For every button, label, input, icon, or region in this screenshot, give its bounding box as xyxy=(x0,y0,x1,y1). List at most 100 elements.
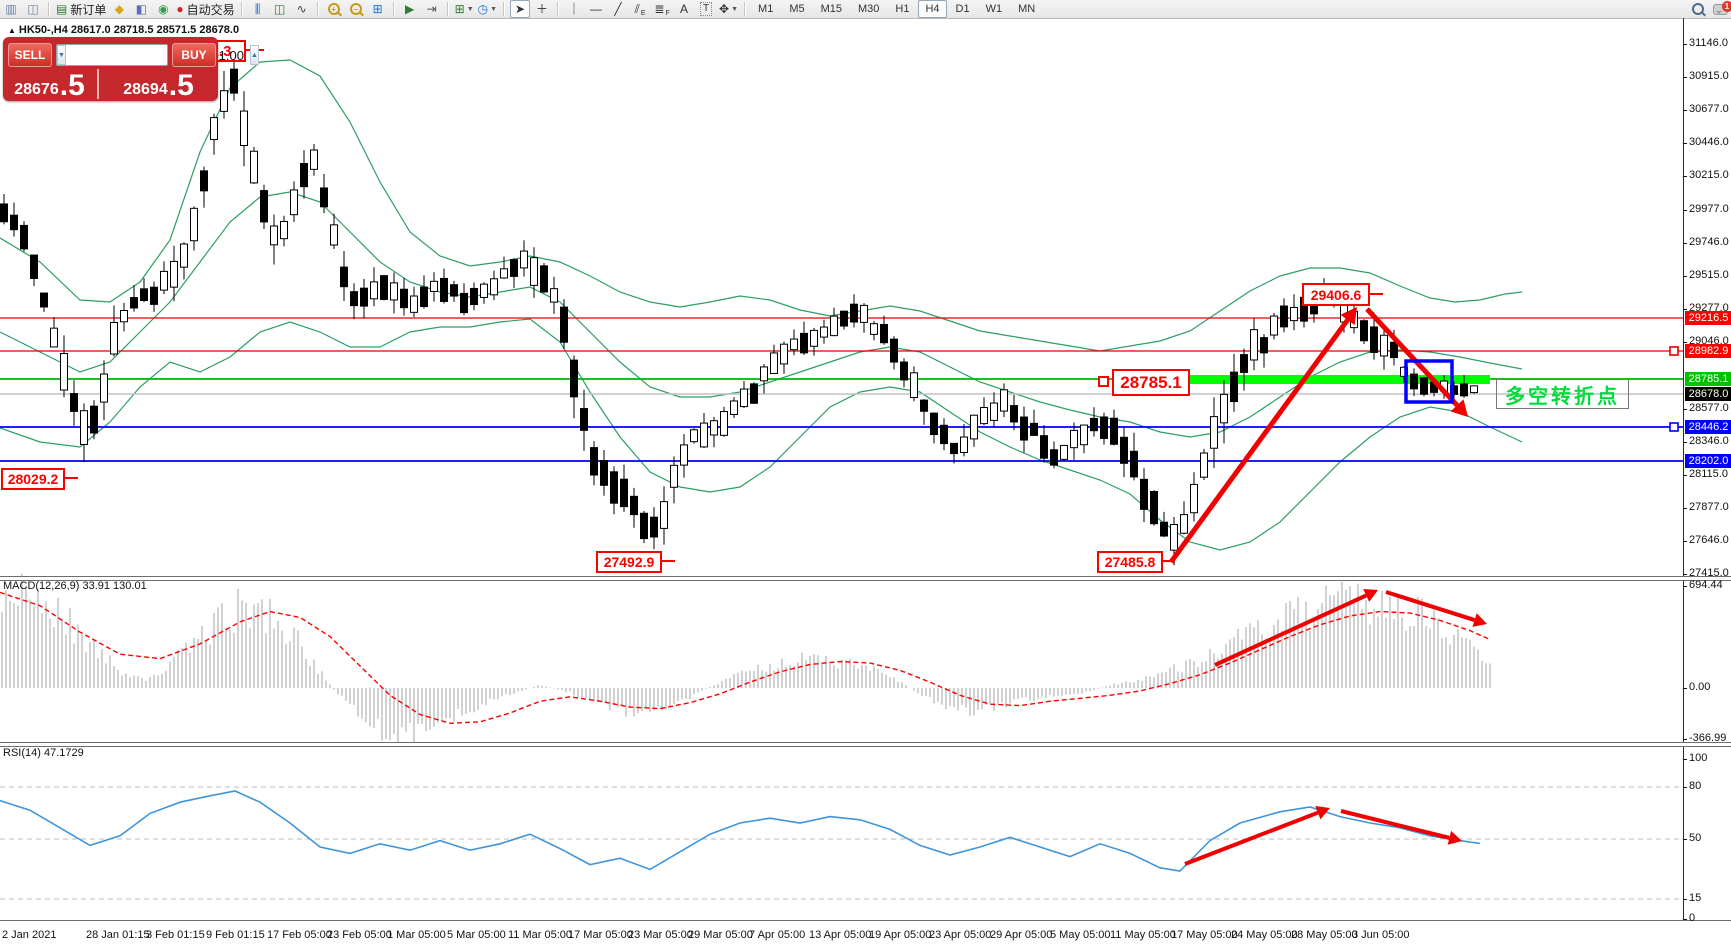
axis-tick-label: 28577.0 xyxy=(1689,402,1729,414)
timeframe-button-m15[interactable]: M15 xyxy=(820,3,843,15)
timeframe-button-h1[interactable]: H1 xyxy=(895,3,910,15)
axis-tick-label: 29746.0 xyxy=(1689,236,1729,248)
toolbar-separator xyxy=(240,2,243,16)
axis-tick-mark xyxy=(1683,787,1687,788)
axis-tick-label: 30215.0 xyxy=(1689,169,1729,181)
price-callout-label[interactable]: 27492.9 xyxy=(596,551,662,573)
axis-tick-label: 30677.0 xyxy=(1689,103,1729,115)
date-axis-label: 23 Apr 05:00 xyxy=(929,929,992,941)
callout-connector xyxy=(660,560,675,562)
volume-increase-button[interactable]: ▲ xyxy=(249,45,259,65)
axis-tick-label: -366.99 xyxy=(1689,732,1727,744)
date-axis-label: 24 May 05:00 xyxy=(1231,929,1298,941)
new-chart-icon[interactable]: ⊞ ▼ xyxy=(454,2,474,16)
arrows-icon[interactable]: ✥ ▼ xyxy=(719,2,739,16)
timeframe-button-m5[interactable]: M5 xyxy=(789,3,805,15)
date-axis-label: 23 Mar 05:00 xyxy=(628,929,693,941)
axis-tick-label: 31146.0 xyxy=(1689,37,1728,49)
auto-trading-icon[interactable]: ● 自动交易 xyxy=(176,2,235,17)
crosshair-icon[interactable]: ＋ xyxy=(536,2,549,16)
sell-price-pips: .5 xyxy=(59,69,85,102)
axis-tick-label: 28115.0 xyxy=(1689,468,1728,480)
date-axis-label: 29 Apr 05:00 xyxy=(990,929,1053,941)
date-axis-label: 17 Mar 05:00 xyxy=(568,929,633,941)
chart-shift-icon[interactable]: ⇥ xyxy=(426,2,437,16)
timeframe-button-m1[interactable]: M1 xyxy=(758,3,774,15)
toolbar-separator xyxy=(446,2,449,16)
price-divider xyxy=(97,69,99,99)
collapse-triangle-icon[interactable]: ▲ xyxy=(8,26,16,35)
candlestick-chart-icon[interactable]: ◫ xyxy=(273,2,286,16)
chart-window-icon[interactable]: ▥ xyxy=(5,2,17,16)
text-label-icon[interactable]: T xyxy=(696,0,716,18)
profiles-icon[interactable]: ◷ ▼ xyxy=(477,2,498,16)
timeframe-button-w1[interactable]: W1 xyxy=(985,3,1003,15)
price-badge: 28785.1 xyxy=(1685,372,1731,386)
zoom-out-icon[interactable]: − xyxy=(346,0,366,18)
axis-tick-mark xyxy=(1683,210,1687,211)
timeframe-button-h4[interactable]: H4 xyxy=(918,0,947,18)
equidistant-channel-icon[interactable]: ⫽ E xyxy=(634,2,646,17)
date-axis-label: 28 Jan 01:15 xyxy=(86,929,150,941)
volume-input[interactable] xyxy=(65,45,250,65)
axis-tick-label: 29977.0 xyxy=(1689,203,1729,215)
text-icon[interactable]: A xyxy=(680,2,689,16)
date-axis-label: 28 May 05:00 xyxy=(1291,929,1358,941)
axis-tick-label: 28346.0 xyxy=(1689,435,1729,447)
pane-divider-macd-rsi[interactable] xyxy=(0,742,1731,747)
axis-tick-mark xyxy=(1683,541,1687,542)
history-center-icon[interactable]: ◧ xyxy=(135,2,148,16)
signals-icon[interactable]: ◉ xyxy=(158,2,169,16)
main-toolbar: ▥ ◫ ▤ 新订单 ◆ ◧ ◉ ● 自动交易 ⫼ ◫ ∿ + − ⊞ ▶ ⇥ ⊞ ▼ ◷ ▼ ➤ ＋ ｜ — ╱ ⫽ E ≣ F A T ✥ ▼ M… xyxy=(0,0,1731,19)
cursor-icon[interactable]: ➤ xyxy=(510,0,531,18)
price-callout-label[interactable]: 27485.8 xyxy=(1097,551,1163,573)
vertical-line-icon[interactable]: ｜ xyxy=(568,2,581,16)
gold-tool-icon[interactable]: ◆ xyxy=(114,2,124,16)
volume-decrease-button[interactable]: ▼ xyxy=(57,45,66,65)
sell-button[interactable]: SELL xyxy=(8,43,52,67)
buy-button[interactable]: BUY xyxy=(172,43,216,67)
rsi-indicator-label: RSI(14) 47.1729 xyxy=(3,747,84,759)
auto-scroll-icon[interactable]: ▶ xyxy=(405,2,415,16)
price-callout-label[interactable]: 28029.2 xyxy=(1,468,65,490)
axis-tick-label: 27646.0 xyxy=(1689,534,1729,546)
toolbar-separator xyxy=(744,2,747,16)
fibonacci-icon[interactable]: ≣ F xyxy=(654,2,670,17)
zoom-in-icon[interactable]: + xyxy=(324,0,344,18)
new-order-icon[interactable]: ▤ 新订单 xyxy=(56,2,107,17)
toolbar-separator xyxy=(503,2,506,16)
turning-point-annotation[interactable]: 多空转折点 xyxy=(1496,379,1629,409)
trendline-icon[interactable]: ╱ xyxy=(614,2,622,16)
date-axis-label: 7 Apr 05:00 xyxy=(749,929,806,941)
axis-tick-mark xyxy=(1683,688,1687,689)
date-axis-label: 1 Mar 05:00 xyxy=(387,929,446,941)
search-icon[interactable] xyxy=(1688,0,1708,18)
callout-anchor-square xyxy=(1098,375,1109,387)
axis-tick-mark xyxy=(1683,508,1687,509)
notifications-icon[interactable]: 1 xyxy=(1710,0,1731,18)
price-callout-label[interactable]: 29406.6 xyxy=(1302,283,1370,306)
axis-tick-mark xyxy=(1683,342,1687,343)
pane-divider-rsi-dates xyxy=(0,920,1731,922)
axis-tick-label: 27415.0 xyxy=(1689,567,1729,579)
axis-tick-mark xyxy=(1683,919,1687,920)
sell-price[interactable]: 28676 .5 xyxy=(3,69,96,102)
price-callout-label[interactable]: 28785.1 xyxy=(1112,369,1190,396)
timeframe-button-d1[interactable]: D1 xyxy=(955,3,970,15)
buy-price[interactable]: 28694 .5 xyxy=(99,71,218,101)
date-axis-label: 19 Apr 05:00 xyxy=(869,929,932,941)
tile-windows-icon[interactable]: ⊞ xyxy=(372,2,383,16)
timeframe-button-mn[interactable]: MN xyxy=(1018,3,1036,15)
market-watch-icon[interactable]: ◫ xyxy=(27,2,39,16)
date-axis-label: 9 Feb 01:15 xyxy=(206,929,265,941)
pane-divider-main-macd[interactable] xyxy=(0,576,1731,581)
toolbar-separator xyxy=(557,2,560,16)
horizontal-line-icon[interactable]: — xyxy=(590,2,603,16)
date-axis-label: 11 Mar 05:00 xyxy=(508,929,573,941)
axis-tick-mark xyxy=(1683,143,1687,144)
bar-chart-icon[interactable]: ⫼ xyxy=(254,2,261,16)
axis-tick-label: 0.00 xyxy=(1689,681,1711,693)
timeframe-button-m30[interactable]: M30 xyxy=(858,3,880,15)
line-chart-icon[interactable]: ∿ xyxy=(296,2,307,16)
